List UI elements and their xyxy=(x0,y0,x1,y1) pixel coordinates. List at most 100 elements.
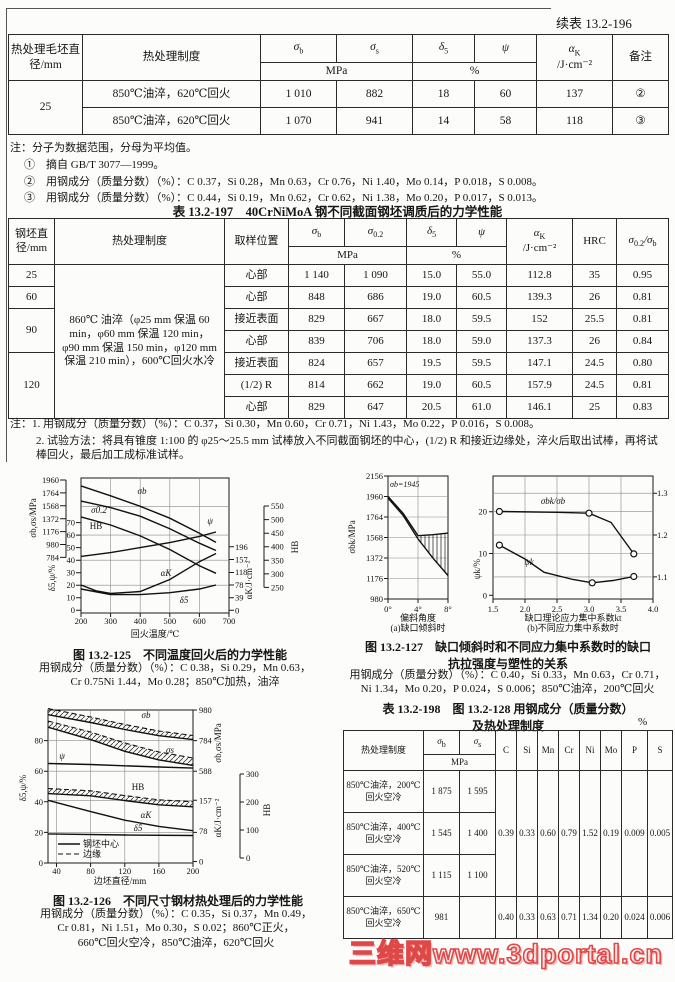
svg-text:20: 20 xyxy=(35,827,44,837)
svg-text:500: 500 xyxy=(163,616,176,626)
curve-notch-lower xyxy=(387,497,449,576)
plot-frame xyxy=(47,709,194,864)
svg-text:784: 784 xyxy=(46,553,60,563)
col-header-p: P xyxy=(621,730,648,771)
svg-text:40: 40 xyxy=(35,797,44,807)
svg-text:80: 80 xyxy=(86,866,95,876)
plot-frame xyxy=(80,477,230,614)
note-line: 2. 试验方法：将具有锥度 1:100 的 φ25～25.5 mm 试棒放入不同… xyxy=(36,434,658,462)
svg-text:550: 550 xyxy=(271,501,284,511)
col-header-ratio: σ0.2/σb xyxy=(616,218,669,265)
svg-text:1568: 1568 xyxy=(366,533,383,543)
axis-ticks-angle: 0° 4° 8° xyxy=(384,604,452,614)
svg-text:0: 0 xyxy=(235,605,239,615)
svg-text:39: 39 xyxy=(235,593,244,603)
table-row: 25 850℃油淬，620℃回火 1 010 882 18 60 137 ② xyxy=(8,80,669,135)
svg-text:0: 0 xyxy=(39,858,43,868)
note-line: ③ 用钢成分（质量分数）（%）：C 0.44，Si 0.19，Mn 0.62，C… xyxy=(24,192,544,205)
svg-text:0: 0 xyxy=(246,853,250,863)
svg-text:1.1: 1.1 xyxy=(657,572,668,582)
page-border-left xyxy=(6,8,7,462)
note-line: 注：1. 用钢成分（质量分数）（%）：C 0.37，Si 0.30，Mn 0.6… xyxy=(10,418,541,430)
y-axis-label-sigma-bk: σbk/MPa xyxy=(347,520,357,553)
curve-label-psi-k: ψk xyxy=(524,557,535,567)
unit-mpa: MPa xyxy=(423,754,496,771)
col-header-treatment: 热处理制度 xyxy=(343,730,424,771)
col-header-psi: ψ xyxy=(474,34,537,63)
svg-text:40: 40 xyxy=(67,555,76,565)
notes-table-196: 注：分子为数据范围，分母为平均值。 ① 摘自 GB/T 3077—1999。 ②… xyxy=(10,141,668,208)
svg-text:1.3: 1.3 xyxy=(657,488,668,498)
legend-label-edge: 边缘 xyxy=(83,848,101,859)
y-axis-label-percent: δ5,ψ/% xyxy=(18,774,28,801)
curve-sigma-b xyxy=(80,485,217,544)
curve-psi-k xyxy=(499,544,634,584)
col-header-alpha-k: αK /J·cm⁻² xyxy=(536,34,613,81)
col-header-si: Si xyxy=(516,730,538,771)
y-axis-label-ak: αK/J·cm⁻² xyxy=(213,798,223,837)
curve-label-psi: ψ xyxy=(59,751,65,761)
curve-alpha-k xyxy=(47,799,194,832)
x-axis-label-a: 偏斜角度 xyxy=(400,612,436,623)
hatch-band xyxy=(418,533,448,576)
curve-label-alpha-k: αK xyxy=(141,810,153,820)
svg-text:2.5: 2.5 xyxy=(552,604,563,614)
curve-psi xyxy=(47,762,194,769)
svg-text:157: 157 xyxy=(199,795,212,805)
curve-label-delta5: δ5 xyxy=(134,823,143,833)
table-row: 850℃油淬，520℃回火空冷 1 115 1 100 xyxy=(343,854,673,897)
svg-text:450: 450 xyxy=(271,528,284,538)
page-border-top xyxy=(6,8,551,9)
col-header-delta5: δ5 xyxy=(412,34,475,63)
curve-label-sigma-02: σ0.2 xyxy=(91,505,107,515)
y-axis-label-hb: HB xyxy=(290,541,300,554)
svg-text:700: 700 xyxy=(223,616,236,626)
x-axis-label: 回火温度/℃ xyxy=(131,628,180,639)
svg-text:2156: 2156 xyxy=(366,471,383,481)
x-axis-label: 边坯直径/mm xyxy=(94,875,147,886)
curve-label-delta5: δ5 xyxy=(180,595,189,605)
svg-text:20: 20 xyxy=(479,507,488,517)
continued-table-label: 续表 13.2-196 xyxy=(556,16,632,31)
subplot-a-label: (a)缺口倾斜时 xyxy=(391,622,446,633)
table-198: 热处理制度 σb σs C Si Mn Cr Ni Mo P S MPa 850… xyxy=(343,730,673,939)
unit-percent: % xyxy=(406,246,507,265)
svg-text:120: 120 xyxy=(118,866,131,876)
curve-label-psi: ψ xyxy=(207,516,213,526)
col-header-mn: Mn xyxy=(537,730,559,771)
unit-mpa: MPa xyxy=(260,62,413,81)
treatment-cell: 860℃ 油淬（φ25 mm 保温 60 min，φ60 mm 保温 120 m… xyxy=(54,264,225,419)
note-line: 注：分子为数据范围，分母为平均值。 xyxy=(10,142,197,154)
svg-text:1960: 1960 xyxy=(42,475,59,485)
curve-sigma-s-center xyxy=(47,726,194,767)
svg-text:20: 20 xyxy=(67,580,76,590)
table-row: 90 接近表面 829 667 18.0 59.5 152 25.5 0.81 xyxy=(8,308,669,353)
svg-text:0: 0 xyxy=(483,590,487,600)
svg-text:0: 0 xyxy=(199,857,203,867)
curve-ratio xyxy=(499,510,635,555)
note-line: ① 摘自 GB/T 3077—1999。 xyxy=(24,158,165,171)
svg-text:10: 10 xyxy=(67,593,76,603)
svg-text:784: 784 xyxy=(199,736,213,746)
table-198-percent-sign: % xyxy=(638,716,648,728)
annotation-sigma-b: σb=1945 xyxy=(390,480,419,489)
axis-ticks-mpa: 980 784 588 xyxy=(199,705,213,776)
plot-frame-b xyxy=(492,475,654,600)
y-axis-label-ak: αK/J·cm⁻² xyxy=(244,560,254,599)
svg-text:78: 78 xyxy=(199,826,208,836)
svg-text:1568: 1568 xyxy=(42,501,59,511)
axis-ticks-ratio: 1.3 1.2 1.1 xyxy=(657,488,668,582)
svg-text:80: 80 xyxy=(35,736,44,746)
axis-ticks-x: 200 300 400 500 600 700 xyxy=(75,616,236,626)
note-line: ② 用钢成分（质量分数）（%）：C 0.37，Si 0.28，Mn 0.63，C… xyxy=(24,175,544,188)
unit-percent: % xyxy=(412,62,537,81)
table-198-title: 表 13.2-198 图 13.2-128 用钢成分（质量分数） 及热处理制度 xyxy=(382,702,634,733)
svg-text:500: 500 xyxy=(271,515,284,525)
col-header-sigma-b: σb xyxy=(260,34,337,63)
svg-text:1372: 1372 xyxy=(366,553,383,563)
col-header-hrc: HRC xyxy=(572,218,617,265)
svg-text:40: 40 xyxy=(52,866,61,876)
curve-sigma-b-edge xyxy=(47,707,194,737)
svg-text:1372: 1372 xyxy=(42,514,59,524)
